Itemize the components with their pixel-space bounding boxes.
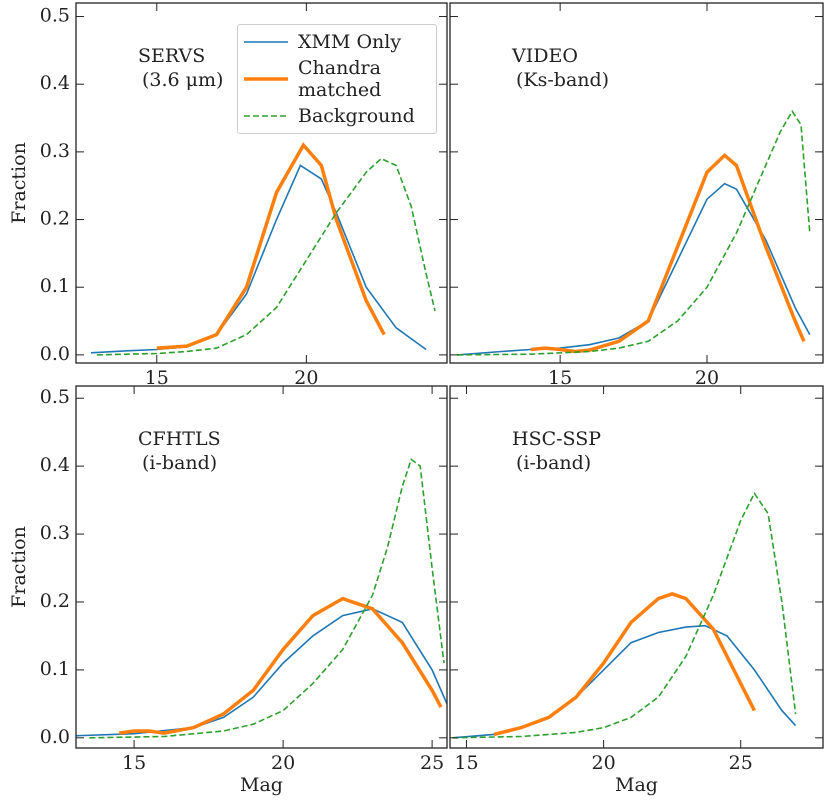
legend-entry: Chandra matched — [238, 55, 436, 103]
panel-label: SERVS — [138, 45, 205, 67]
line-series — [452, 624, 797, 739]
line-series — [530, 152, 806, 354]
y-tick-label: 0.0 — [40, 343, 70, 365]
plot-frame — [449, 385, 824, 749]
y-tick-label: 0.0 — [40, 726, 70, 748]
y-tick-label: 0.4 — [40, 72, 70, 94]
panel-label: VIDEO — [511, 45, 578, 67]
x-tick-label: 20 — [294, 367, 318, 389]
line-series — [96, 157, 436, 356]
x-tick-label: 15 — [122, 752, 146, 774]
plot-frame — [75, 2, 448, 364]
y-tick-label: 0.1 — [40, 275, 70, 297]
x-tick-label: 20 — [271, 752, 295, 774]
x-tick-label: 25 — [420, 752, 444, 774]
panel-label: (i-band) — [516, 452, 591, 474]
legend-swatch — [244, 41, 288, 43]
legend-label: Background — [298, 105, 415, 127]
line-series — [493, 591, 756, 737]
line-series — [452, 491, 797, 739]
panel-label: (i-band) — [142, 452, 217, 474]
x-tick-label: 20 — [695, 367, 719, 389]
legend-swatch — [244, 115, 288, 117]
y-axis-label: Fraction — [8, 142, 30, 224]
y-tick-label: 0.4 — [40, 454, 70, 476]
y-tick-label: 0.2 — [40, 208, 70, 230]
legend: XMM Only Chandra matched Background — [237, 24, 437, 134]
line-series — [90, 164, 427, 354]
line-series — [118, 596, 443, 735]
line-series — [89, 458, 445, 739]
legend-swatch — [244, 77, 288, 81]
panel-label: (Ks-band) — [516, 69, 609, 91]
plot-frame — [449, 2, 824, 364]
panel-label: (3.6 μm) — [142, 69, 223, 91]
plot-frame — [75, 385, 448, 749]
y-tick-label: 0.2 — [40, 590, 70, 612]
x-axis-label: Mag — [240, 774, 283, 796]
x-tick-label: 15 — [145, 367, 169, 389]
legend-label: XMM Only — [298, 31, 402, 53]
legend-entry: Background — [238, 103, 436, 129]
x-tick-label: 15 — [548, 367, 572, 389]
line-series — [156, 142, 386, 350]
y-axis-label: Fraction — [8, 526, 30, 608]
legend-label: Chandra matched — [298, 57, 382, 101]
x-tick-label: 15 — [454, 752, 478, 774]
x-tick-label: 20 — [591, 752, 615, 774]
y-tick-label: 0.1 — [40, 658, 70, 680]
legend-entry: XMM Only — [238, 29, 436, 55]
y-tick-label: 0.3 — [40, 522, 70, 544]
panel-label: CFHTLS — [138, 428, 221, 450]
y-tick-label: 0.5 — [40, 386, 70, 408]
y-tick-label: 0.5 — [40, 5, 70, 27]
line-series — [457, 109, 811, 356]
x-axis-label: Mag — [615, 774, 658, 796]
y-tick-label: 0.3 — [40, 140, 70, 162]
x-tick-label: 25 — [729, 752, 753, 774]
panel-label: HSC-SSP — [512, 428, 601, 450]
